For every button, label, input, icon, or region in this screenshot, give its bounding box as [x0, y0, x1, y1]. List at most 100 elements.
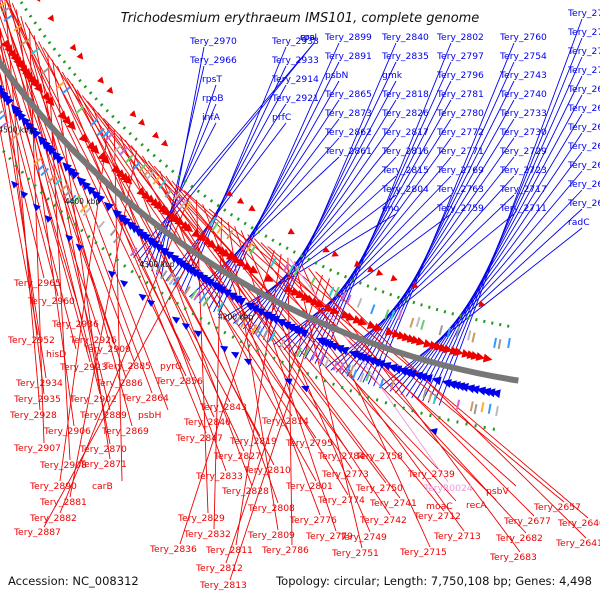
gene-connector: [309, 80, 452, 362]
feature-mark: [33, 156, 43, 166]
feature-mark: [338, 362, 345, 373]
feature-mark: [184, 201, 192, 211]
gene-label: Tery_2861: [324, 146, 372, 157]
feature-mark: [57, 53, 62, 58]
feature-mark: [420, 303, 423, 307]
gene-arrow: [145, 194, 156, 204]
gene-connector: [5, 0, 187, 377]
feature-mark: [36, 163, 46, 172]
feature-tracks: [0, 0, 511, 435]
gene-arrow: [116, 169, 126, 179]
feature-mark: [39, 190, 44, 195]
feature-mark: [172, 276, 180, 286]
feature-mark: [67, 66, 72, 70]
gene-connector: [433, 37, 583, 405]
feature-mark: [483, 425, 486, 430]
gene-label: Tery_2923: [59, 362, 107, 373]
feature-mark: [507, 337, 511, 349]
feature-mark: [168, 275, 176, 286]
gene-arrow: [20, 190, 29, 199]
gene-connector: [232, 175, 397, 324]
feature-mark: [0, 120, 9, 129]
gene-connector: [304, 99, 452, 360]
feature-mark: [487, 403, 492, 414]
gene-label: Tery_2882: [29, 513, 77, 524]
feature-mark: [435, 307, 439, 312]
gene-arrow: [225, 189, 233, 197]
gene-connector: [405, 132, 583, 397]
feature-mark: [480, 402, 485, 413]
gene-arrow: [180, 220, 191, 230]
gene-arrow: [431, 376, 442, 386]
gene-arrow: [221, 288, 232, 298]
gene-label: Tery_2873: [324, 108, 372, 119]
feature-mark: [155, 263, 163, 273]
gene-connector: [208, 208, 565, 503]
gene-connector: [69, 150, 138, 498]
feature-mark: [116, 120, 121, 125]
feature-mark: [396, 295, 400, 300]
gene-arrow: [413, 371, 424, 381]
gene-label: Tery_2712: [413, 511, 461, 522]
gene-connector: [147, 160, 401, 499]
gene-label: Tery_2795: [285, 438, 333, 449]
gene-label: Tery_2811: [205, 545, 253, 556]
gene-label: Tery_2812: [195, 563, 243, 574]
feature-mark: [60, 183, 69, 192]
feature-mark: [234, 314, 242, 325]
feature-mark: [207, 321, 211, 326]
gene-label: Tery_2813: [199, 580, 247, 591]
feature-mark: [175, 196, 183, 206]
gene-arrow: [76, 52, 84, 60]
feature-mark: [80, 228, 84, 233]
feature-mark: [33, 21, 38, 25]
gene-arrow: [225, 251, 236, 261]
gene-label: Tery_2707: [567, 46, 600, 57]
gene-arrow: [0, 89, 9, 100]
gene-label: Tery_2933: [271, 55, 319, 66]
gene-label: pyrG: [160, 361, 182, 372]
gene-arrow: [44, 215, 53, 223]
gene-label: Tery_2885: [103, 361, 151, 372]
gene-connector: [400, 151, 583, 396]
feature-mark: [236, 217, 240, 221]
gene-arrow: [167, 211, 178, 221]
gene-label: Tery_2870: [79, 444, 127, 455]
feature-mark: [0, 0, 4, 3]
feature-mark: [349, 389, 353, 393]
gene-label: Tery_2689: [567, 141, 600, 152]
gene-arrow: [373, 322, 383, 332]
gene-label: Tery_2754: [499, 51, 547, 62]
feature-mark: [375, 398, 379, 402]
feature-mark: [10, 132, 20, 141]
gene-arrow: [289, 287, 300, 296]
feature-mark: [129, 247, 138, 257]
feature-mark: [190, 184, 194, 189]
gene-label: rpsI: [300, 32, 317, 43]
feature-mark: [99, 103, 104, 107]
feature-mark: [241, 241, 249, 251]
gene-label: Tery_2817: [381, 127, 429, 138]
feature-mark: [321, 264, 325, 269]
feature-mark: [358, 281, 362, 285]
gene-label: Tery_2740: [499, 89, 547, 100]
gene-connector: [0, 92, 45, 279]
feature-mark: [38, 27, 42, 32]
gene-arrow: [353, 260, 362, 267]
gene-connector: [438, 18, 583, 406]
gene-arrow: [443, 344, 453, 354]
gene-arrow: [301, 385, 310, 393]
gene-label: Tery_2773: [321, 469, 369, 480]
gene-arrow: [423, 339, 433, 348]
genome-stats-label: Topology: circular; Length: 7,750,108 bp…: [275, 574, 592, 588]
gene-connector: [133, 42, 315, 258]
gene-arrow: [78, 133, 89, 143]
feature-mark: [132, 161, 141, 171]
gene-arrow: [236, 197, 245, 204]
feature-mark: [42, 34, 47, 38]
feature-mark: [340, 385, 344, 390]
gene-label: Tery_2862: [324, 127, 372, 138]
gene-connector: [76, 89, 275, 466]
gene-arrow: [453, 347, 464, 356]
map-title: Trichodesmium erythraeum IMS101, complet…: [121, 11, 480, 26]
